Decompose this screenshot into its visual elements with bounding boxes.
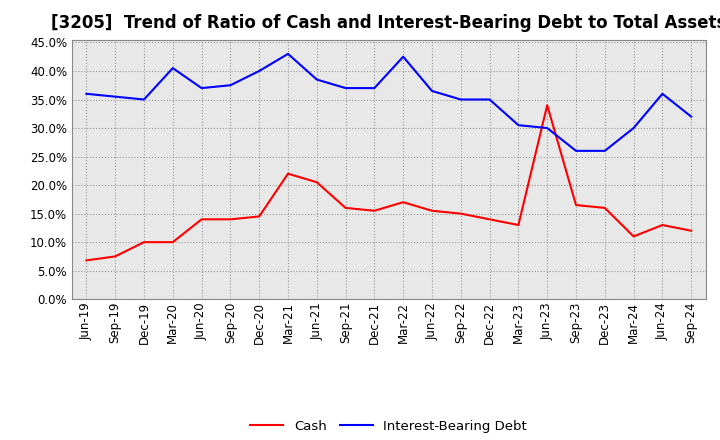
Cash [514,222,523,227]
Cash [485,216,494,222]
Cash [543,103,552,108]
Cash [197,216,206,222]
Interest-Bearing Debt [485,97,494,102]
Interest-Bearing Debt [600,148,609,154]
Cash [312,180,321,185]
Cash [82,258,91,263]
Interest-Bearing Debt [514,123,523,128]
Interest-Bearing Debt [543,125,552,131]
Cash [284,171,292,176]
Cash [111,254,120,259]
Cash [168,239,177,245]
Interest-Bearing Debt [572,148,580,154]
Cash [572,202,580,208]
Cash [600,205,609,211]
Title: [3205]  Trend of Ratio of Cash and Interest-Bearing Debt to Total Assets: [3205] Trend of Ratio of Cash and Intere… [51,15,720,33]
Cash [658,222,667,227]
Interest-Bearing Debt [226,83,235,88]
Line: Interest-Bearing Debt: Interest-Bearing Debt [86,54,691,151]
Interest-Bearing Debt [456,97,465,102]
Interest-Bearing Debt [341,85,350,91]
Interest-Bearing Debt [312,77,321,82]
Cash [456,211,465,216]
Interest-Bearing Debt [428,88,436,94]
Cash [428,208,436,213]
Interest-Bearing Debt [399,54,408,59]
Interest-Bearing Debt [140,97,148,102]
Interest-Bearing Debt [111,94,120,99]
Interest-Bearing Debt [82,91,91,96]
Cash [370,208,379,213]
Interest-Bearing Debt [687,114,696,119]
Interest-Bearing Debt [629,125,638,131]
Interest-Bearing Debt [284,51,292,56]
Interest-Bearing Debt [168,66,177,71]
Interest-Bearing Debt [370,85,379,91]
Line: Cash: Cash [86,105,691,260]
Cash [140,239,148,245]
Cash [341,205,350,211]
Legend: Cash, Interest-Bearing Debt: Cash, Interest-Bearing Debt [245,415,533,438]
Cash [399,200,408,205]
Cash [629,234,638,239]
Interest-Bearing Debt [255,68,264,73]
Interest-Bearing Debt [658,91,667,96]
Interest-Bearing Debt [197,85,206,91]
Cash [687,228,696,233]
Cash [226,216,235,222]
Cash [255,214,264,219]
